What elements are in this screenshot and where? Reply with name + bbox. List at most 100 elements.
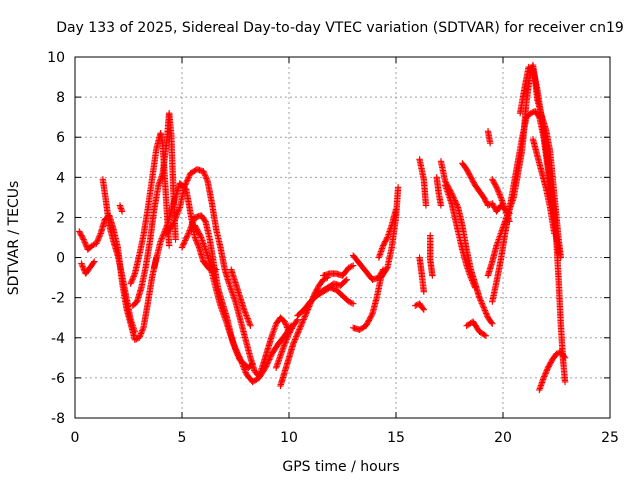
data-point <box>477 297 484 304</box>
x-tick-label: 0 <box>71 430 80 446</box>
data-point <box>230 341 238 349</box>
data-point <box>131 328 139 335</box>
data-point <box>240 364 248 372</box>
data-point <box>90 241 97 249</box>
data-point <box>264 359 272 366</box>
data-point <box>80 236 87 243</box>
y-tick-label: 0 <box>56 251 65 267</box>
data-point <box>476 294 483 301</box>
data-point <box>392 206 400 213</box>
data-point <box>262 363 270 370</box>
data-point <box>180 241 187 248</box>
data-point <box>80 237 88 245</box>
data-point <box>240 306 248 313</box>
data-point <box>139 325 147 333</box>
data-point <box>233 347 240 355</box>
data-point <box>242 310 250 318</box>
data-point <box>235 351 242 359</box>
data-point <box>129 276 136 283</box>
data-point <box>484 202 492 209</box>
data-point <box>302 311 309 319</box>
data-point <box>203 176 211 184</box>
data-point <box>347 263 354 271</box>
data-point <box>493 184 500 191</box>
data-point <box>262 364 269 372</box>
data-point <box>139 327 146 334</box>
data-point <box>481 307 489 314</box>
data-point <box>195 242 202 250</box>
data-point <box>82 240 89 248</box>
data-point <box>285 331 292 339</box>
data-point <box>90 259 97 266</box>
data-point <box>525 63 532 71</box>
data-point <box>243 313 251 321</box>
data-point <box>81 239 88 246</box>
data-point <box>241 307 248 315</box>
data-point <box>245 318 252 325</box>
data-point <box>238 359 245 366</box>
data-point <box>130 273 137 280</box>
data-point <box>350 262 357 269</box>
data-point <box>174 208 182 215</box>
data-point <box>138 328 145 336</box>
data-point <box>186 225 194 233</box>
data-point <box>247 322 254 329</box>
data-point <box>470 281 478 288</box>
x-tick-label: 25 <box>601 430 619 446</box>
data-point <box>561 353 568 360</box>
data-point <box>348 299 355 307</box>
data-point <box>189 218 197 226</box>
data-point <box>343 276 350 283</box>
data-point <box>265 357 272 365</box>
data-point <box>185 228 193 236</box>
data-point <box>555 250 562 257</box>
data-point <box>281 340 288 347</box>
data-point <box>234 350 242 357</box>
data-point <box>481 305 488 313</box>
data-point <box>300 316 307 323</box>
data-point <box>294 329 302 336</box>
x-tick-label: 5 <box>178 430 187 446</box>
data-point <box>192 235 199 243</box>
data-point <box>293 331 301 339</box>
data-point <box>467 274 475 281</box>
data-point <box>231 343 238 350</box>
data-point <box>95 236 102 243</box>
data-point <box>118 208 126 215</box>
data-point <box>129 274 137 282</box>
data-point <box>486 140 494 147</box>
data-point <box>541 373 548 380</box>
y-axis-label: SDTVAR / TECUs <box>6 181 22 296</box>
data-point <box>267 353 274 360</box>
data-point <box>94 237 101 244</box>
data-point <box>526 64 534 71</box>
data-point <box>561 378 569 386</box>
data-point <box>238 360 246 367</box>
data-point <box>298 320 306 327</box>
data-point <box>551 230 558 237</box>
data-point <box>248 361 255 369</box>
data-point <box>347 299 354 306</box>
x-tick-label: 20 <box>494 430 512 446</box>
data-point <box>201 170 208 178</box>
data-point <box>136 334 143 341</box>
data-point <box>88 242 96 249</box>
data-point <box>157 236 165 244</box>
data-point <box>368 311 375 319</box>
data-point <box>193 238 200 245</box>
data-point <box>230 340 237 347</box>
data-point <box>182 235 190 243</box>
data-point <box>158 235 165 242</box>
data-point <box>553 350 560 358</box>
data-point <box>419 305 427 312</box>
data-point <box>241 367 249 375</box>
data-point <box>184 177 191 184</box>
data-point <box>180 240 188 247</box>
data-point <box>234 349 241 356</box>
data-point <box>246 321 254 328</box>
x-tick-label: 10 <box>280 430 298 446</box>
data-point <box>471 283 478 290</box>
data-point <box>239 361 246 369</box>
data-point <box>348 263 355 270</box>
